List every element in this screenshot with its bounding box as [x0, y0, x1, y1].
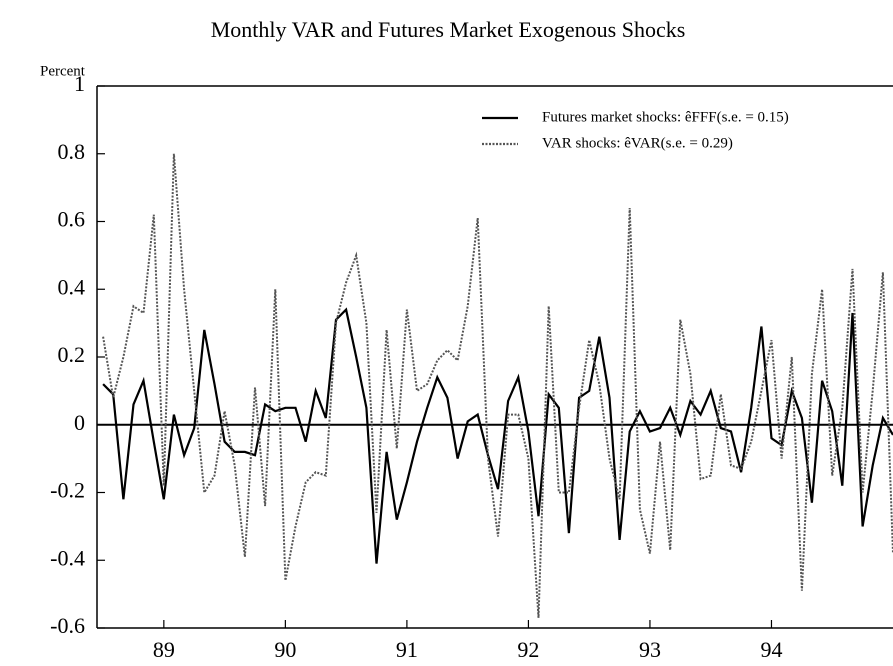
y-axis-label: Percent: [40, 63, 86, 79]
x-tick-label: 93: [639, 637, 661, 662]
y-tick-label: 0.2: [58, 342, 86, 367]
y-tick-label: 0: [74, 410, 85, 435]
y-tick-label: -0.6: [50, 613, 85, 638]
y-tick-label: 1: [74, 71, 85, 96]
y-tick-label: 0.8: [58, 139, 86, 164]
chart-title: Monthly VAR and Futures Market Exogenous…: [211, 17, 686, 42]
y-tick-label: -0.2: [50, 478, 85, 503]
y-tick-label: 0.4: [58, 274, 86, 299]
y-tick-label: -0.4: [50, 545, 85, 570]
x-tick-label: 91: [396, 637, 418, 662]
series-line: [102, 307, 893, 564]
x-tick-label: 92: [517, 637, 539, 662]
legend-label: Futures market shocks: êFFF(s.e. = 0.15): [542, 109, 789, 125]
legend-label: VAR shocks: êVAR(s.e. = 0.29): [542, 135, 733, 151]
x-tick-label: 90: [274, 637, 296, 662]
y-tick-label: 0.6: [58, 207, 86, 232]
x-tick-label: 89: [153, 637, 175, 662]
series-line: [102, 153, 893, 618]
x-tick-label: 94: [760, 637, 782, 662]
